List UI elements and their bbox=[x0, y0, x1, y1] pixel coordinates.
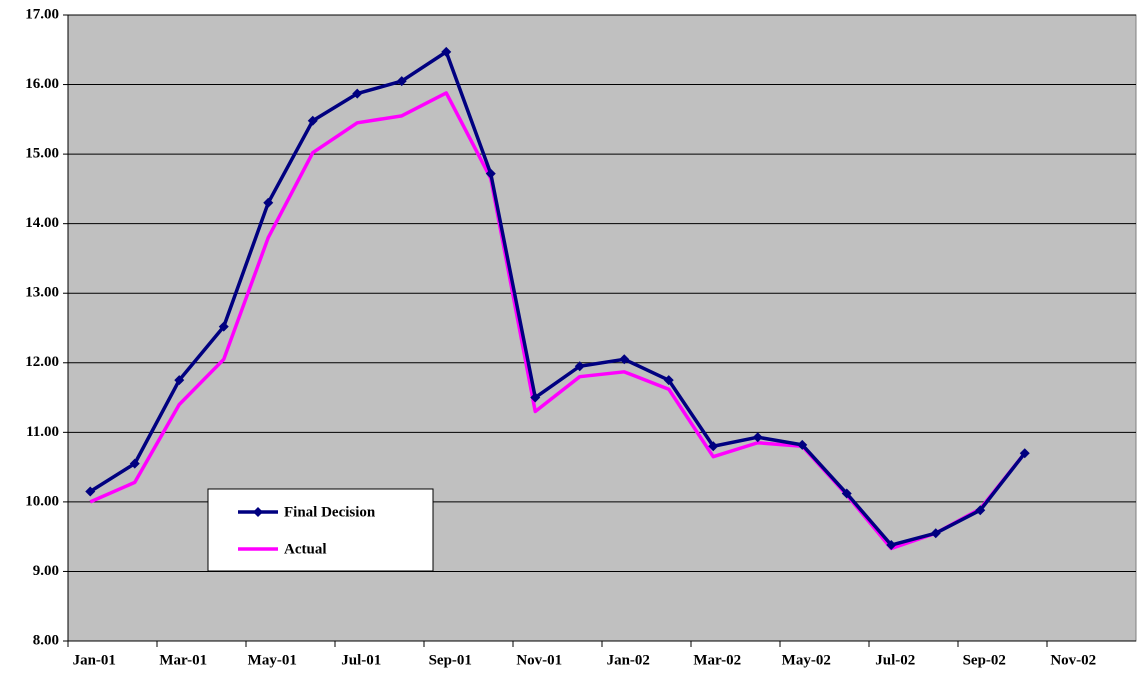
y-tick-label: 17.00 bbox=[25, 6, 59, 22]
marker bbox=[752, 432, 763, 443]
y-tick-label: 13.00 bbox=[25, 285, 59, 301]
marker bbox=[218, 321, 229, 332]
marker bbox=[841, 488, 852, 499]
y-tick-label: 9.00 bbox=[33, 563, 59, 579]
x-tick-label: May-01 bbox=[248, 652, 297, 668]
x-tick-label: Mar-01 bbox=[159, 652, 207, 668]
y-tick-label: 16.00 bbox=[25, 76, 59, 92]
y-tick-label: 12.00 bbox=[25, 354, 59, 370]
marker bbox=[708, 441, 719, 452]
y-tick-label: 14.00 bbox=[25, 215, 59, 231]
series-line bbox=[89, 50, 1027, 547]
x-tick-label: Mar-02 bbox=[693, 652, 741, 668]
marker bbox=[263, 197, 274, 208]
marker bbox=[485, 168, 496, 179]
marker bbox=[530, 392, 541, 403]
x-tick-label: Nov-01 bbox=[516, 652, 562, 668]
y-tick-label: 8.00 bbox=[33, 632, 59, 648]
marker bbox=[663, 375, 674, 386]
x-tick-label: Jan-01 bbox=[73, 652, 116, 668]
legend-label: Actual bbox=[284, 541, 327, 557]
y-tick-label: 11.00 bbox=[26, 424, 59, 440]
x-tick-label: Jul-01 bbox=[341, 652, 381, 668]
marker bbox=[574, 361, 585, 372]
marker bbox=[396, 76, 407, 87]
marker bbox=[1019, 448, 1030, 459]
marker bbox=[174, 375, 185, 386]
x-tick-label: Jul-02 bbox=[875, 652, 915, 668]
y-tick-label: 15.00 bbox=[25, 146, 59, 162]
marker bbox=[352, 88, 363, 99]
marker bbox=[619, 354, 630, 365]
marker bbox=[85, 486, 96, 497]
x-tick-label: Sep-01 bbox=[429, 652, 472, 668]
y-tick-label: 10.00 bbox=[25, 493, 59, 509]
x-tick-label: Nov-02 bbox=[1050, 652, 1096, 668]
legend-marker bbox=[253, 507, 263, 517]
marker bbox=[441, 46, 452, 57]
legend-box bbox=[207, 488, 434, 572]
marker bbox=[307, 115, 318, 126]
marker bbox=[129, 458, 140, 469]
marker bbox=[886, 540, 897, 551]
marker bbox=[930, 528, 941, 539]
marker bbox=[797, 439, 808, 450]
x-tick-label: Jan-02 bbox=[607, 652, 650, 668]
x-tick-label: Sep-02 bbox=[963, 652, 1006, 668]
x-tick-label: May-02 bbox=[782, 652, 831, 668]
legend-label: Final Decision bbox=[284, 504, 376, 520]
marker bbox=[975, 505, 986, 516]
